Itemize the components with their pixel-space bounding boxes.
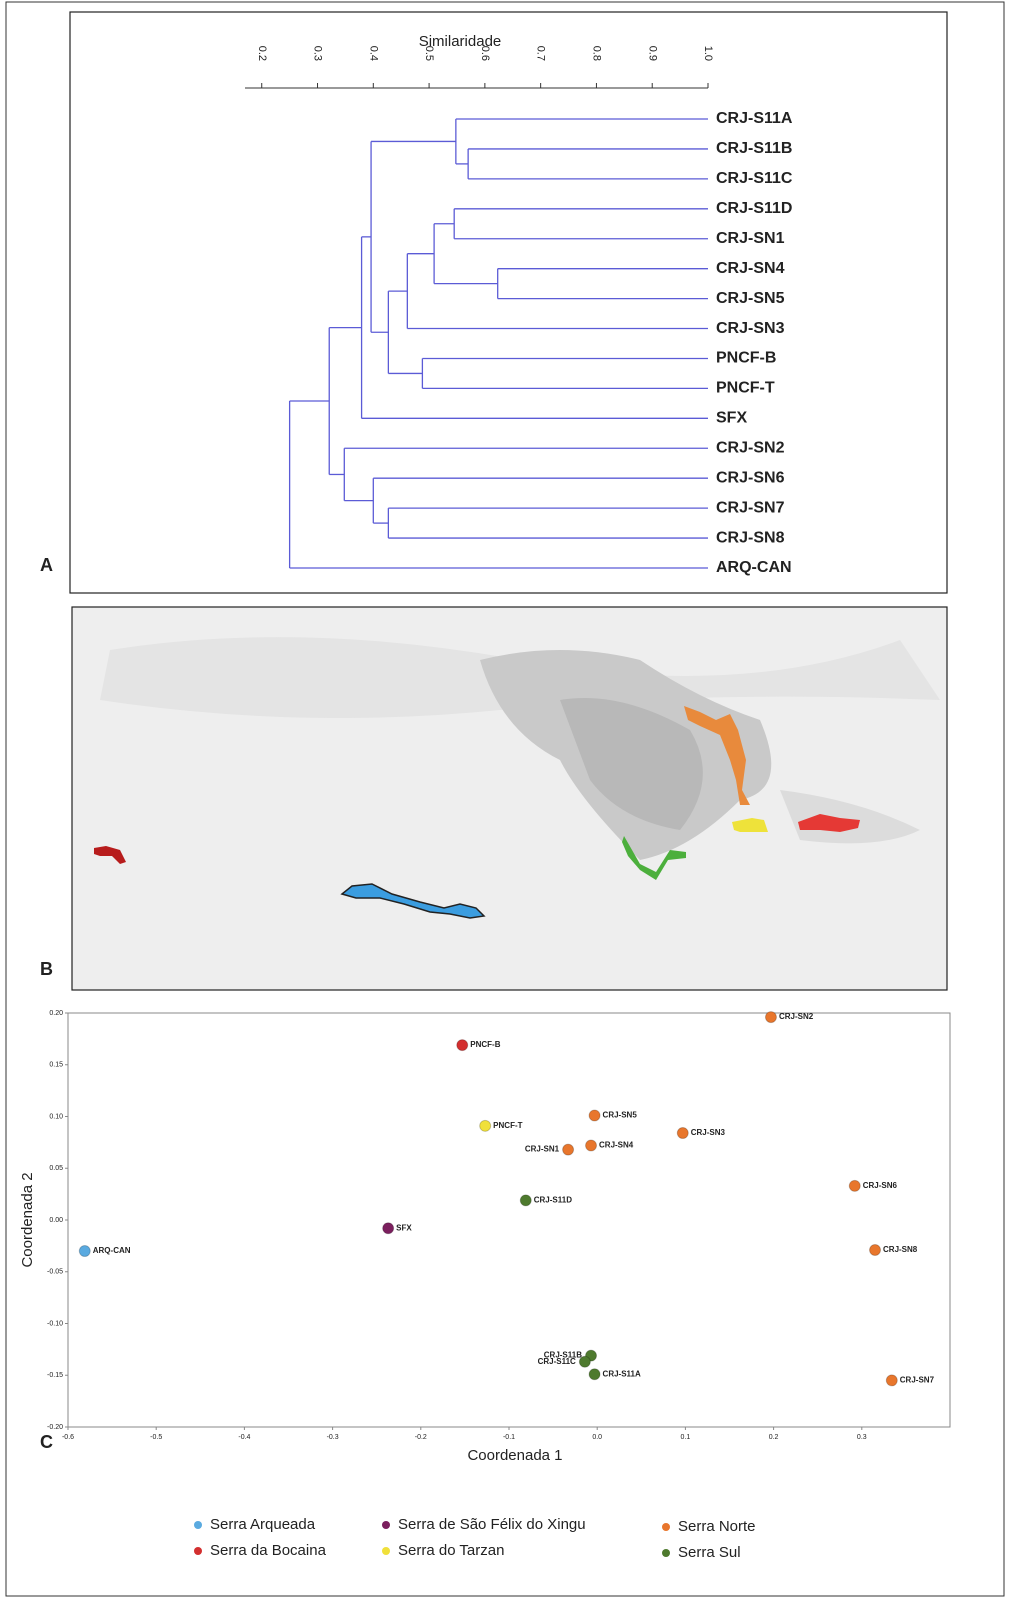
point-label: CRJ-SN5 [603, 1111, 638, 1120]
legend-marker [194, 1547, 202, 1555]
point [457, 1040, 468, 1051]
legend-label: Serra de São Félix do Xingu [398, 1516, 586, 1533]
legend-label: Serra Arqueada [210, 1516, 316, 1533]
point [886, 1375, 897, 1386]
leaf-label: ARQ-CAN [716, 559, 792, 576]
point [677, 1128, 688, 1139]
leaf-label: PNCF-T [716, 380, 775, 397]
x-tick-label: 0.1 [681, 1434, 691, 1441]
y-tick-label: 0.10 [49, 1113, 63, 1120]
plot-frame [68, 1013, 950, 1427]
leaf-label: CRJ-SN4 [716, 260, 785, 277]
point-label: CRJ-SN1 [525, 1145, 560, 1154]
legend-label: Serra do Tarzan [398, 1542, 504, 1559]
y-tick-label: -0.05 [47, 1269, 63, 1276]
x-tick-label: -0.5 [150, 1434, 162, 1441]
y-tick-label: 0.15 [49, 1062, 63, 1069]
point [383, 1223, 394, 1234]
leaf-label: CRJ-SN7 [716, 499, 785, 516]
point-label: PNCF-B [470, 1040, 500, 1049]
point-label: CRJ-SN8 [883, 1245, 918, 1254]
point-label: ARQ-CAN [93, 1246, 131, 1255]
x-tick-label: 0.9 [646, 46, 658, 61]
point [765, 1012, 776, 1023]
y-axis-title: Coordenada 2 [19, 1172, 36, 1267]
leaf-label: PNCF-B [716, 350, 776, 367]
y-tick-label: 0.20 [49, 1010, 63, 1017]
point [480, 1120, 491, 1131]
leaf-label: CRJ-S11A [716, 110, 793, 127]
point-label: CRJ-SN4 [599, 1141, 634, 1150]
point [589, 1369, 600, 1380]
point-label: CRJ-S11D [534, 1195, 572, 1204]
panel-label: A [40, 555, 53, 575]
x-tick-label: 0.7 [535, 46, 547, 61]
point [579, 1356, 590, 1367]
figure: Similaridade0.20.30.40.50.60.70.80.91.0C… [0, 0, 1010, 1598]
point-label: SFX [396, 1223, 412, 1232]
leaf-label: SFX [716, 410, 747, 427]
point [563, 1144, 574, 1155]
point [870, 1245, 881, 1256]
point [520, 1195, 531, 1206]
x-tick-label: 0.4 [367, 46, 379, 61]
leaf-label: CRJ-SN2 [716, 439, 785, 456]
leaf-label: CRJ-S11C [716, 170, 793, 187]
point [586, 1140, 597, 1151]
point-label: CRJ-SN7 [900, 1376, 935, 1385]
legend-marker [382, 1521, 390, 1529]
leaf-label: CRJ-SN6 [716, 469, 785, 486]
point-label: CRJ-SN6 [863, 1181, 898, 1190]
legend-label: Serra Sul [678, 1544, 741, 1561]
x-tick-label: 0.6 [479, 46, 491, 61]
x-tick-label: 0.5 [423, 46, 435, 61]
point-label: CRJ-S11A [603, 1369, 641, 1378]
legend-marker [662, 1549, 670, 1557]
x-tick-label: -0.6 [62, 1434, 74, 1441]
x-tick-label: 0.3 [312, 46, 324, 61]
y-tick-label: -0.10 [47, 1320, 63, 1327]
scatter-plot: -0.6 -0.5 -0.4 -0.3 -0.2 -0.1 0.0 0.1 0.2 0.3 0.20… [19, 1010, 950, 1561]
x-tick-label: -0.4 [238, 1434, 250, 1441]
x-tick-label: -0.3 [327, 1434, 339, 1441]
x-tick-label: -0.2 [415, 1434, 427, 1441]
point-label: CRJ-S11C [538, 1357, 576, 1366]
legend-label: Serra Norte [678, 1518, 756, 1535]
legend-label: Serra da Bocaina [210, 1542, 327, 1559]
point-label: PNCF-T [493, 1121, 522, 1130]
point [589, 1110, 600, 1121]
x-tick-label: 0.8 [591, 46, 603, 61]
y-tick-label: -0.20 [47, 1424, 63, 1431]
point-label: CRJ-SN3 [691, 1128, 726, 1137]
y-tick-label: -0.15 [47, 1372, 63, 1379]
leaf-label: CRJ-SN1 [716, 230, 785, 247]
x-tick-label: -0.1 [503, 1434, 515, 1441]
point-label: CRJ-SN2 [779, 1012, 814, 1021]
x-axis-title: Coordenada 1 [467, 1447, 562, 1464]
x-tick-label: 0.2 [769, 1434, 779, 1441]
legend-marker [662, 1523, 670, 1531]
panel-labels: A B C [40, 555, 53, 1452]
x-tick-label: 0.2 [256, 46, 268, 61]
x-tick-label: 1.0 [702, 46, 714, 61]
point [849, 1180, 860, 1191]
leaf-label: CRJ-SN3 [716, 320, 785, 337]
legend-marker [382, 1547, 390, 1555]
leaf-label: CRJ-SN5 [716, 290, 785, 307]
leaf-label: CRJ-SN8 [716, 529, 785, 546]
page: Similaridade0.20.30.40.50.60.70.80.91.0C… [0, 0, 1010, 1598]
panel-label: C [40, 1432, 53, 1452]
y-tick-label: 0.00 [49, 1217, 63, 1224]
legend-marker [194, 1521, 202, 1529]
panel-label: B [40, 959, 53, 979]
leaf-label: CRJ-S11B [716, 140, 792, 157]
leaf-label: CRJ-S11D [716, 200, 792, 217]
x-tick-label: 0.3 [857, 1434, 867, 1441]
y-tick-label: 0.05 [49, 1165, 63, 1172]
x-tick-label: 0.0 [592, 1434, 602, 1441]
map [72, 607, 947, 990]
panel-a-frame [70, 12, 947, 593]
point [79, 1246, 90, 1257]
